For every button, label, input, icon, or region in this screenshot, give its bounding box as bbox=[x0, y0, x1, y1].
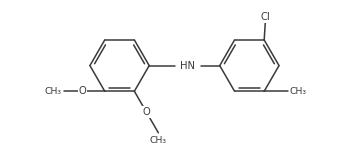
Text: O: O bbox=[78, 86, 86, 96]
Text: CH₃: CH₃ bbox=[45, 87, 62, 96]
Text: CH₃: CH₃ bbox=[150, 136, 167, 145]
Text: Cl: Cl bbox=[261, 12, 270, 22]
Text: HN: HN bbox=[181, 61, 195, 71]
Text: CH₃: CH₃ bbox=[290, 87, 307, 96]
Text: O: O bbox=[143, 107, 150, 117]
